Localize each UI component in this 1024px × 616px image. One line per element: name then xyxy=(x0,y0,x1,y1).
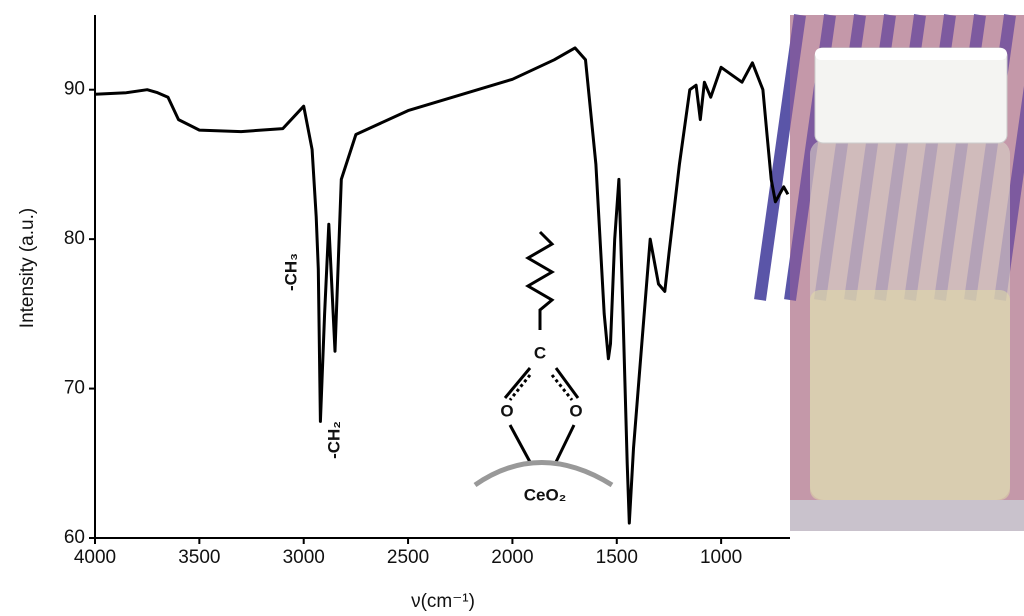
y-tick-label: 70 xyxy=(64,378,85,399)
x-tick-label: 4000 xyxy=(74,547,116,568)
annotation: -CH₃ xyxy=(281,253,300,291)
annotation: -CH₂ xyxy=(324,421,343,459)
vial-photo xyxy=(754,14,1024,531)
annotation: CeO₂ xyxy=(524,485,567,504)
molecule-sketch xyxy=(473,230,614,488)
x-tick-label: 2000 xyxy=(491,547,533,568)
y-tick-label: 60 xyxy=(64,527,85,548)
y-tick-label: 90 xyxy=(64,79,85,100)
annotation: O xyxy=(500,401,513,420)
y-axis-label: Intensity (a.u.) xyxy=(17,208,38,328)
x-tick-label: 1000 xyxy=(700,547,742,568)
x-tick-label: 1500 xyxy=(596,547,638,568)
x-tick-label: 3500 xyxy=(178,547,220,568)
x-tick-label: 3000 xyxy=(283,547,325,568)
annotation: C xyxy=(534,343,546,362)
annotation: O xyxy=(569,401,582,420)
x-axis-label: ν(cm⁻¹) xyxy=(411,591,475,612)
x-tick-label: 2500 xyxy=(387,547,429,568)
spectrum-line xyxy=(94,46,790,525)
y-tick-label: 80 xyxy=(64,228,85,249)
